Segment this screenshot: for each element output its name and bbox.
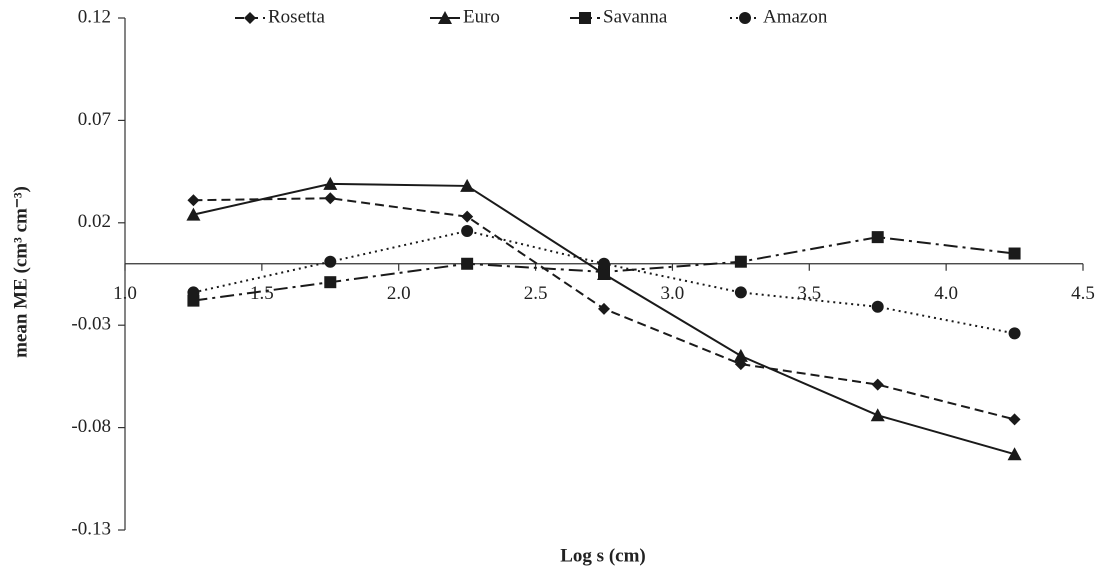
- data-point: [324, 276, 337, 289]
- data-point: [324, 192, 337, 205]
- series-line: [193, 229, 1015, 335]
- x-tick-label: 4.0: [934, 283, 958, 304]
- data-point: [1007, 447, 1022, 461]
- y-tick-label: 0.12: [78, 6, 111, 27]
- legend-marker: [244, 12, 256, 24]
- legend-marker: [438, 11, 452, 24]
- data-point: [461, 257, 474, 270]
- y-tick-label: -0.08: [71, 416, 111, 437]
- data-point: [461, 224, 474, 237]
- data-point: [870, 408, 885, 422]
- x-tick-label: 4.5: [1071, 283, 1095, 304]
- data-point: [187, 194, 200, 207]
- data-point: [871, 378, 884, 391]
- y-axis-label: mean ME (cm³ cm⁻³): [10, 186, 31, 358]
- data-point: [734, 255, 747, 268]
- legend-label: Amazon: [763, 6, 828, 27]
- data-point: [323, 176, 338, 190]
- data-point: [871, 231, 884, 244]
- legend-marker: [579, 12, 591, 24]
- data-point: [461, 210, 474, 223]
- data-point: [187, 286, 200, 299]
- legend-label: Euro: [463, 6, 500, 27]
- data-point: [734, 286, 747, 299]
- x-axis-label: Log s (cm): [560, 545, 645, 566]
- data-point: [186, 207, 201, 221]
- x-tick-label: 1.0: [113, 283, 137, 304]
- data-point: [1008, 247, 1021, 260]
- legend-marker: [739, 12, 751, 24]
- y-tick-label: -0.03: [71, 314, 111, 335]
- x-tick-label: 3.5: [797, 283, 821, 304]
- x-tick-label: 2.5: [524, 283, 548, 304]
- data-point: [733, 348, 748, 362]
- legend-label: Savanna: [603, 6, 668, 27]
- series-line: [193, 182, 1015, 456]
- y-tick-label: -0.13: [71, 518, 111, 539]
- y-tick-label: 0.02: [78, 211, 111, 232]
- data-point: [460, 178, 475, 192]
- data-point: [598, 302, 610, 315]
- data-point: [1008, 413, 1021, 426]
- data-point: [598, 257, 610, 270]
- y-tick-label: 0.07: [78, 109, 111, 130]
- x-tick-label: 2.0: [387, 283, 411, 304]
- legend-label: Rosetta: [268, 6, 326, 27]
- x-tick-label: 3.0: [661, 283, 685, 304]
- data-point: [324, 255, 337, 268]
- data-point: [871, 300, 884, 313]
- x-tick-label: 1.5: [250, 283, 274, 304]
- data-point: [1008, 327, 1021, 340]
